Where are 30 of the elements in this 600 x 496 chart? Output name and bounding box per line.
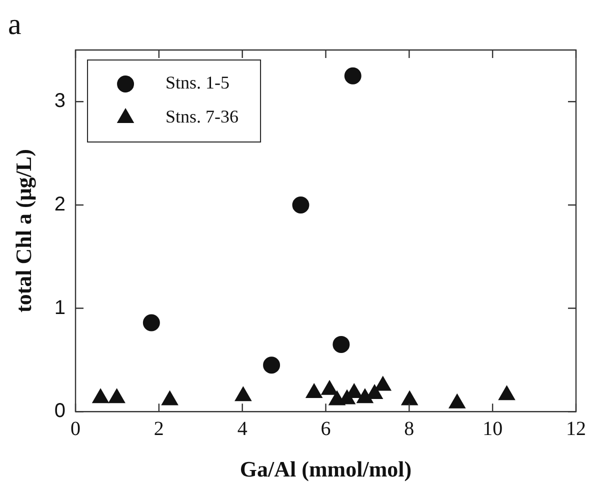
point	[448, 394, 466, 408]
point	[401, 390, 418, 406]
x-tick-label: 4	[237, 418, 248, 440]
point	[108, 388, 126, 404]
x-tick-label: 12	[566, 418, 586, 440]
x-tick-label: 0	[70, 418, 81, 440]
point	[374, 376, 392, 391]
point	[161, 390, 178, 406]
point	[344, 67, 362, 84]
point	[292, 196, 310, 214]
point	[142, 314, 160, 332]
y-tick-label: 3	[54, 90, 66, 112]
point	[306, 384, 322, 398]
x-tick-label: 6	[320, 418, 331, 440]
y-tick-label: 2	[54, 193, 66, 216]
point	[321, 380, 338, 395]
chart-title: a	[8, 8, 22, 41]
x-axis-title: Ga/Al (mmol/mol)	[240, 456, 412, 482]
point	[234, 386, 252, 402]
legend-label: Stns. 1-5	[166, 72, 230, 93]
y-axis-title: total Chl a (μg/L)	[10, 149, 36, 313]
y-tick-label: 0	[54, 400, 66, 422]
point	[332, 336, 350, 353]
x-tick-label: 8	[404, 418, 414, 440]
point	[92, 388, 109, 404]
point	[498, 386, 516, 400]
x-tick-label: 2	[154, 418, 164, 440]
y-tick-label: 1	[54, 296, 66, 319]
legend-label: Stns. 7-36	[166, 106, 239, 127]
x-tick-label: 10	[482, 418, 503, 440]
